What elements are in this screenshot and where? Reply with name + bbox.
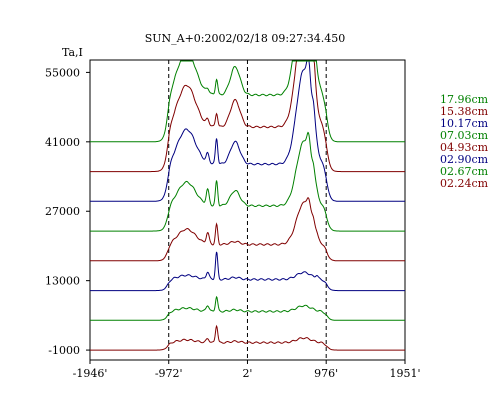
y-tick-label-4: 55000 [45,66,80,79]
x-tick-label-4: 1951' [389,367,420,380]
series-line-02.67cm [90,295,405,321]
x-tick-label-3: 976' [314,367,338,380]
series-line-02.24cm [90,324,405,351]
series-line-02.90cm [90,251,405,292]
series-line-17.96cm [90,60,405,143]
chart-title: SUN_A+0:2002/02/18 09:27:34.450 [145,32,346,45]
x-tick-label-2: 2' [242,367,252,380]
legend-item-02.24cm: 02.24cm [440,177,489,190]
legend-item-15.38cm: 15.38cm [440,105,489,118]
legend-item-07.03cm: 07.03cm [440,129,489,142]
y-tick-label-1: 13000 [45,275,80,288]
series-group [90,60,405,351]
y-tick-label-0: -1000 [48,344,80,357]
y-axis-label: Ta,I [62,46,83,59]
y-ticks: -1000 13000 27000 41000 55000 [45,66,90,357]
x-tick-label-1: -972' [155,367,183,380]
series-line-15.38cm [90,60,405,173]
legend-item-17.96cm: 17.96cm [440,93,489,106]
x-ticks: -1946' -972' 2' 976' 1951' [73,360,421,380]
legend-item-02.90cm: 02.90cm [440,153,489,166]
series-line-10.17cm [90,60,405,202]
legend-item-02.67cm: 02.67cm [440,165,489,178]
dashed-reference-lines [168,60,327,360]
y-tick-label-2: 27000 [45,205,80,218]
legend-item-10.17cm: 10.17cm [440,117,489,130]
series-line-04.93cm [90,197,405,262]
series-line-07.03cm [90,131,405,232]
y-tick-label-3: 41000 [45,136,80,149]
legend-item-04.93cm: 04.93cm [440,141,489,154]
legend: 17.96cm15.38cm10.17cm07.03cm04.93cm02.90… [440,93,489,190]
x-tick-label-0: -1946' [73,367,108,380]
